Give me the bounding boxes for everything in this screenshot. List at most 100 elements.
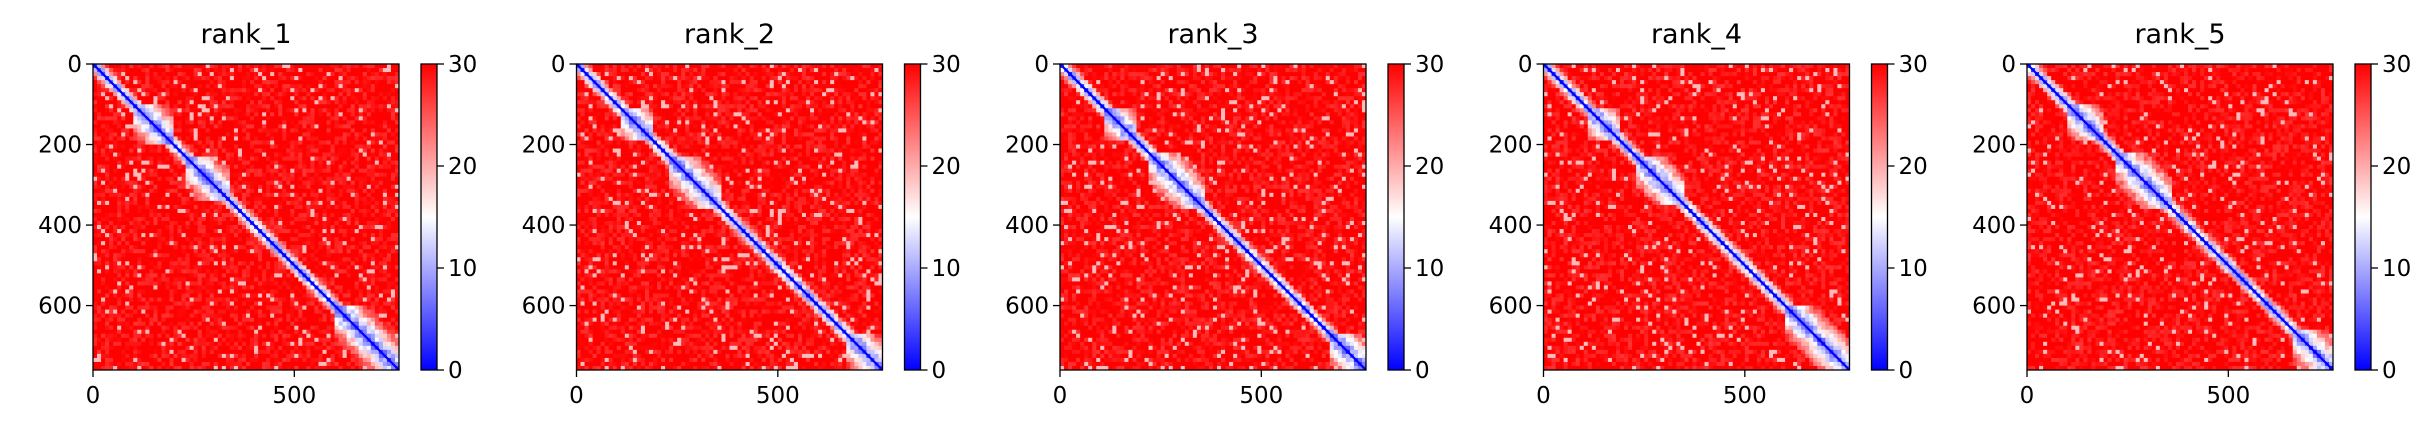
heatmap-cell	[379, 120, 383, 124]
heatmap-cell	[339, 209, 343, 213]
heatmap-cell	[109, 257, 113, 261]
heatmap-cell	[262, 277, 266, 281]
heatmap-cell	[186, 76, 190, 80]
heatmap-cell	[141, 221, 145, 225]
heatmap-cell	[383, 217, 387, 221]
heatmap-cell	[383, 205, 387, 209]
heatmap-cell	[129, 120, 133, 124]
heatmap-cell	[242, 96, 246, 100]
heatmap-cell	[371, 80, 375, 84]
heatmap-cell	[371, 221, 375, 225]
heatmap-cell	[153, 104, 157, 108]
heatmap-cell	[274, 116, 278, 120]
heatmap-cell	[174, 112, 178, 116]
heatmap-cell	[226, 185, 230, 189]
heatmap-cell	[359, 157, 363, 161]
heatmap-cell	[371, 124, 375, 128]
heatmap-cell	[367, 177, 371, 181]
heatmap-cell	[97, 88, 101, 92]
heatmap-cell	[270, 181, 274, 185]
heatmap-cell	[391, 100, 395, 104]
heatmap-cell	[327, 205, 331, 209]
heatmap-cell	[226, 112, 230, 116]
heatmap-cell	[165, 189, 169, 193]
heatmap-cell	[137, 132, 141, 136]
heatmap-cell	[327, 132, 331, 136]
heatmap-cell	[274, 261, 278, 265]
heatmap-cell	[335, 189, 339, 193]
heatmap-cell	[379, 161, 383, 165]
heatmap-cell	[391, 289, 395, 293]
heatmap-cell	[250, 265, 254, 269]
heatmap-cell	[214, 149, 218, 153]
heatmap-cell	[351, 269, 355, 273]
heatmap-cell	[290, 96, 294, 100]
heatmap-cell	[310, 318, 314, 322]
heatmap-cell	[302, 281, 306, 285]
heatmap-cell	[250, 173, 254, 177]
heatmap-cell	[97, 177, 101, 181]
heatmap-cell	[174, 217, 178, 221]
heatmap-cell	[258, 322, 262, 326]
heatmap-cell	[153, 92, 157, 96]
heatmap-cell	[286, 285, 290, 289]
heatmap-cell	[335, 281, 339, 285]
heatmap-cell	[117, 193, 121, 197]
heatmap-cell	[125, 177, 129, 181]
heatmap-cell	[331, 76, 335, 80]
heatmap-cell	[214, 116, 218, 120]
heatmap-cell	[375, 306, 379, 310]
heatmap-cell	[210, 165, 214, 169]
heatmap-cell	[266, 108, 270, 112]
heatmap-cell	[375, 104, 379, 108]
heatmap-cell	[105, 233, 109, 237]
heatmap-cell	[97, 100, 101, 104]
heatmap-cell	[391, 294, 395, 298]
heatmap-cell	[157, 314, 161, 318]
heatmap-cell	[113, 294, 117, 298]
heatmap-cell	[339, 161, 343, 165]
heatmap-cell	[375, 177, 379, 181]
heatmap-cell	[298, 326, 302, 330]
heatmap-cell	[294, 64, 298, 68]
heatmap-cell	[202, 265, 206, 269]
heatmap-cell	[210, 213, 214, 217]
heatmap-cell	[246, 269, 250, 273]
heatmap-cell	[298, 185, 302, 189]
heatmap-cell	[170, 193, 174, 197]
heatmap-cell	[331, 100, 335, 104]
heatmap-cell	[129, 173, 133, 177]
heatmap-cell	[347, 237, 351, 241]
heatmap-cell	[318, 185, 322, 189]
heatmap-cell	[339, 265, 343, 269]
heatmap-cell	[182, 314, 186, 318]
heatmap-cell	[214, 318, 218, 322]
heatmap-cell	[286, 213, 290, 217]
heatmap-cell	[266, 112, 270, 116]
heatmap-cell	[286, 229, 290, 233]
heatmap-cell	[230, 165, 234, 169]
heatmap-cell	[371, 273, 375, 277]
heatmap-cell	[121, 181, 125, 185]
heatmap-cell	[323, 112, 327, 116]
heatmap-cell	[194, 173, 198, 177]
heatmap-cell	[234, 92, 238, 96]
heatmap-cell	[314, 120, 318, 124]
heatmap-cell	[278, 310, 282, 314]
heatmap-cell	[234, 277, 238, 281]
heatmap-cell	[254, 132, 258, 136]
heatmap-cell	[238, 120, 242, 124]
heatmap-cell	[129, 261, 133, 265]
heatmap-cell	[278, 237, 282, 241]
heatmap-cell	[290, 112, 294, 116]
heatmap-cell	[318, 157, 322, 161]
heatmap-cell	[375, 72, 379, 76]
heatmap-cell	[226, 241, 230, 245]
heatmap-cell	[351, 153, 355, 157]
heatmap-cell	[383, 161, 387, 165]
heatmap-cell	[178, 245, 182, 249]
heatmap-cell	[206, 100, 210, 104]
heatmap-cell	[198, 326, 202, 330]
heatmap-cell	[254, 201, 258, 205]
heatmap-cell	[125, 104, 129, 108]
